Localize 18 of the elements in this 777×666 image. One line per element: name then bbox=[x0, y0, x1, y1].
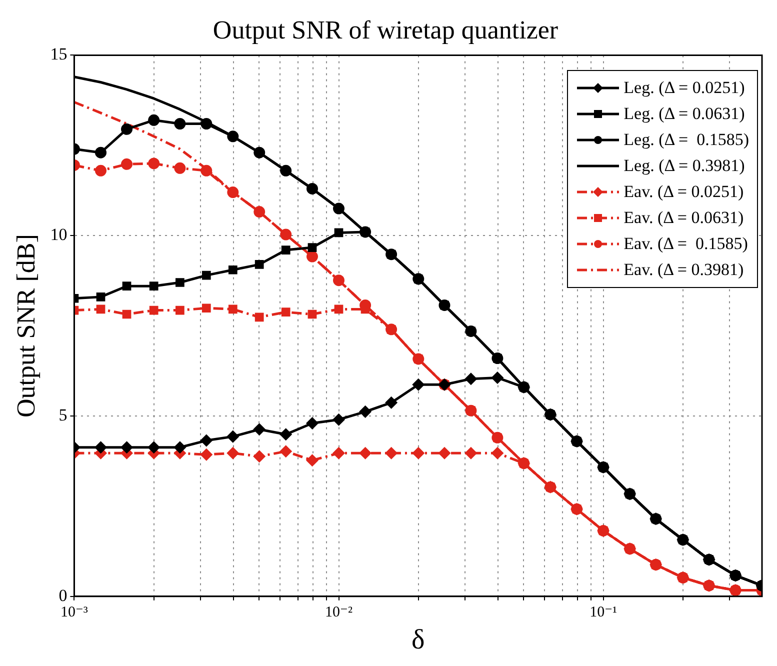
y-tick-label: 10 bbox=[50, 225, 68, 244]
legend-label: Leg. (Δ = 0.1585) bbox=[624, 129, 749, 152]
legend-label: Eav. (Δ = 0.0631) bbox=[624, 207, 744, 230]
y-axis-title: Output SNR [dB] bbox=[11, 234, 40, 418]
legend-label: Eav. (Δ = 0.1585) bbox=[624, 233, 748, 256]
legend-label: Eav. (Δ = 0.3981) bbox=[624, 259, 744, 282]
y-tick-label: 15 bbox=[50, 44, 68, 64]
x-tick-label: 10⁻² bbox=[325, 604, 353, 620]
x-axis-title: δ bbox=[412, 624, 425, 656]
legend-label: Leg. (Δ = 0.0631) bbox=[624, 103, 745, 126]
legend-label: Leg. (Δ = 0.0251) bbox=[624, 77, 745, 100]
x-tick-label: 10⁻³ bbox=[60, 604, 88, 620]
legend-label: Leg. (Δ = 0.3981) bbox=[624, 155, 745, 178]
x-tick-label: 10⁻¹ bbox=[590, 604, 618, 620]
y-tick-label: 0 bbox=[58, 586, 68, 605]
chart-title: Output SNR of wiretap quantizer bbox=[212, 15, 558, 44]
y-tick-label: 5 bbox=[58, 405, 68, 424]
legend-label: Eav. (Δ = 0.0251) bbox=[624, 181, 744, 204]
